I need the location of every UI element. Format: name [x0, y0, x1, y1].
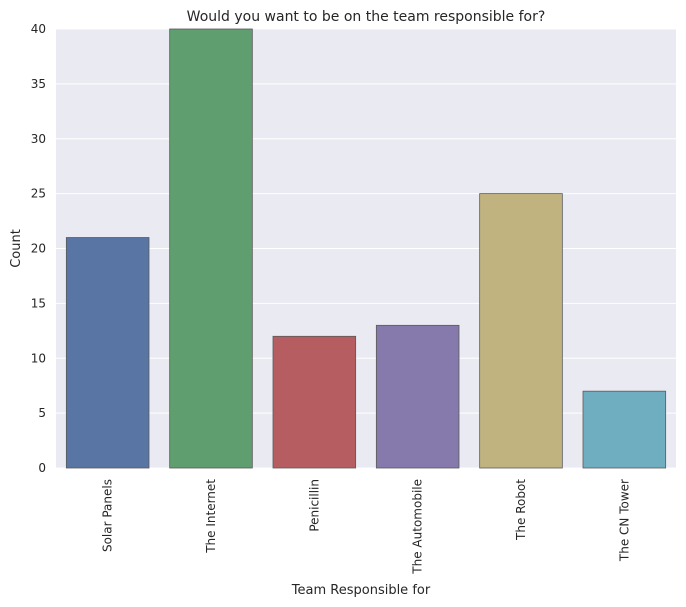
y-tick-label: 30	[31, 132, 46, 146]
x-tick-labels: Solar Panels The Internet Penicillin The Au…	[101, 479, 632, 575]
y-tick-labels: 0 5 10 15 20 25 30 35 40	[31, 22, 46, 475]
bar-the-cn-tower	[582, 390, 667, 469]
bar-penicillin	[272, 335, 357, 469]
y-tick-label: 35	[31, 77, 46, 91]
x-tick-label: The CN Tower	[617, 479, 631, 562]
y-tick-label: 40	[31, 22, 46, 36]
y-tick-label: 0	[38, 461, 46, 475]
x-tick-label: The Robot	[514, 479, 528, 541]
y-tick-label: 5	[38, 406, 46, 420]
y-tick-label: 25	[31, 187, 46, 201]
bar-the-robot	[479, 193, 563, 469]
x-tick-label: Penicillin	[307, 479, 321, 532]
x-axis-label: Team Responsible for	[291, 583, 431, 598]
bar-the-internet	[169, 28, 253, 469]
y-tick-label: 10	[31, 351, 46, 365]
chart-title: Would you want to be on the team respons…	[187, 9, 546, 25]
bars	[65, 28, 667, 469]
bar-the-automobile	[375, 324, 460, 469]
y-tick-label: 15	[31, 296, 46, 310]
gridlines	[56, 28, 676, 469]
x-tick-label: The Automobile	[411, 479, 425, 575]
y-tick-label: 20	[31, 242, 46, 256]
bar-solar-panels	[65, 237, 150, 469]
y-axis-label: Count	[9, 229, 24, 268]
x-tick-label: The Internet	[204, 479, 218, 554]
x-tick-label: Solar Panels	[101, 479, 115, 552]
